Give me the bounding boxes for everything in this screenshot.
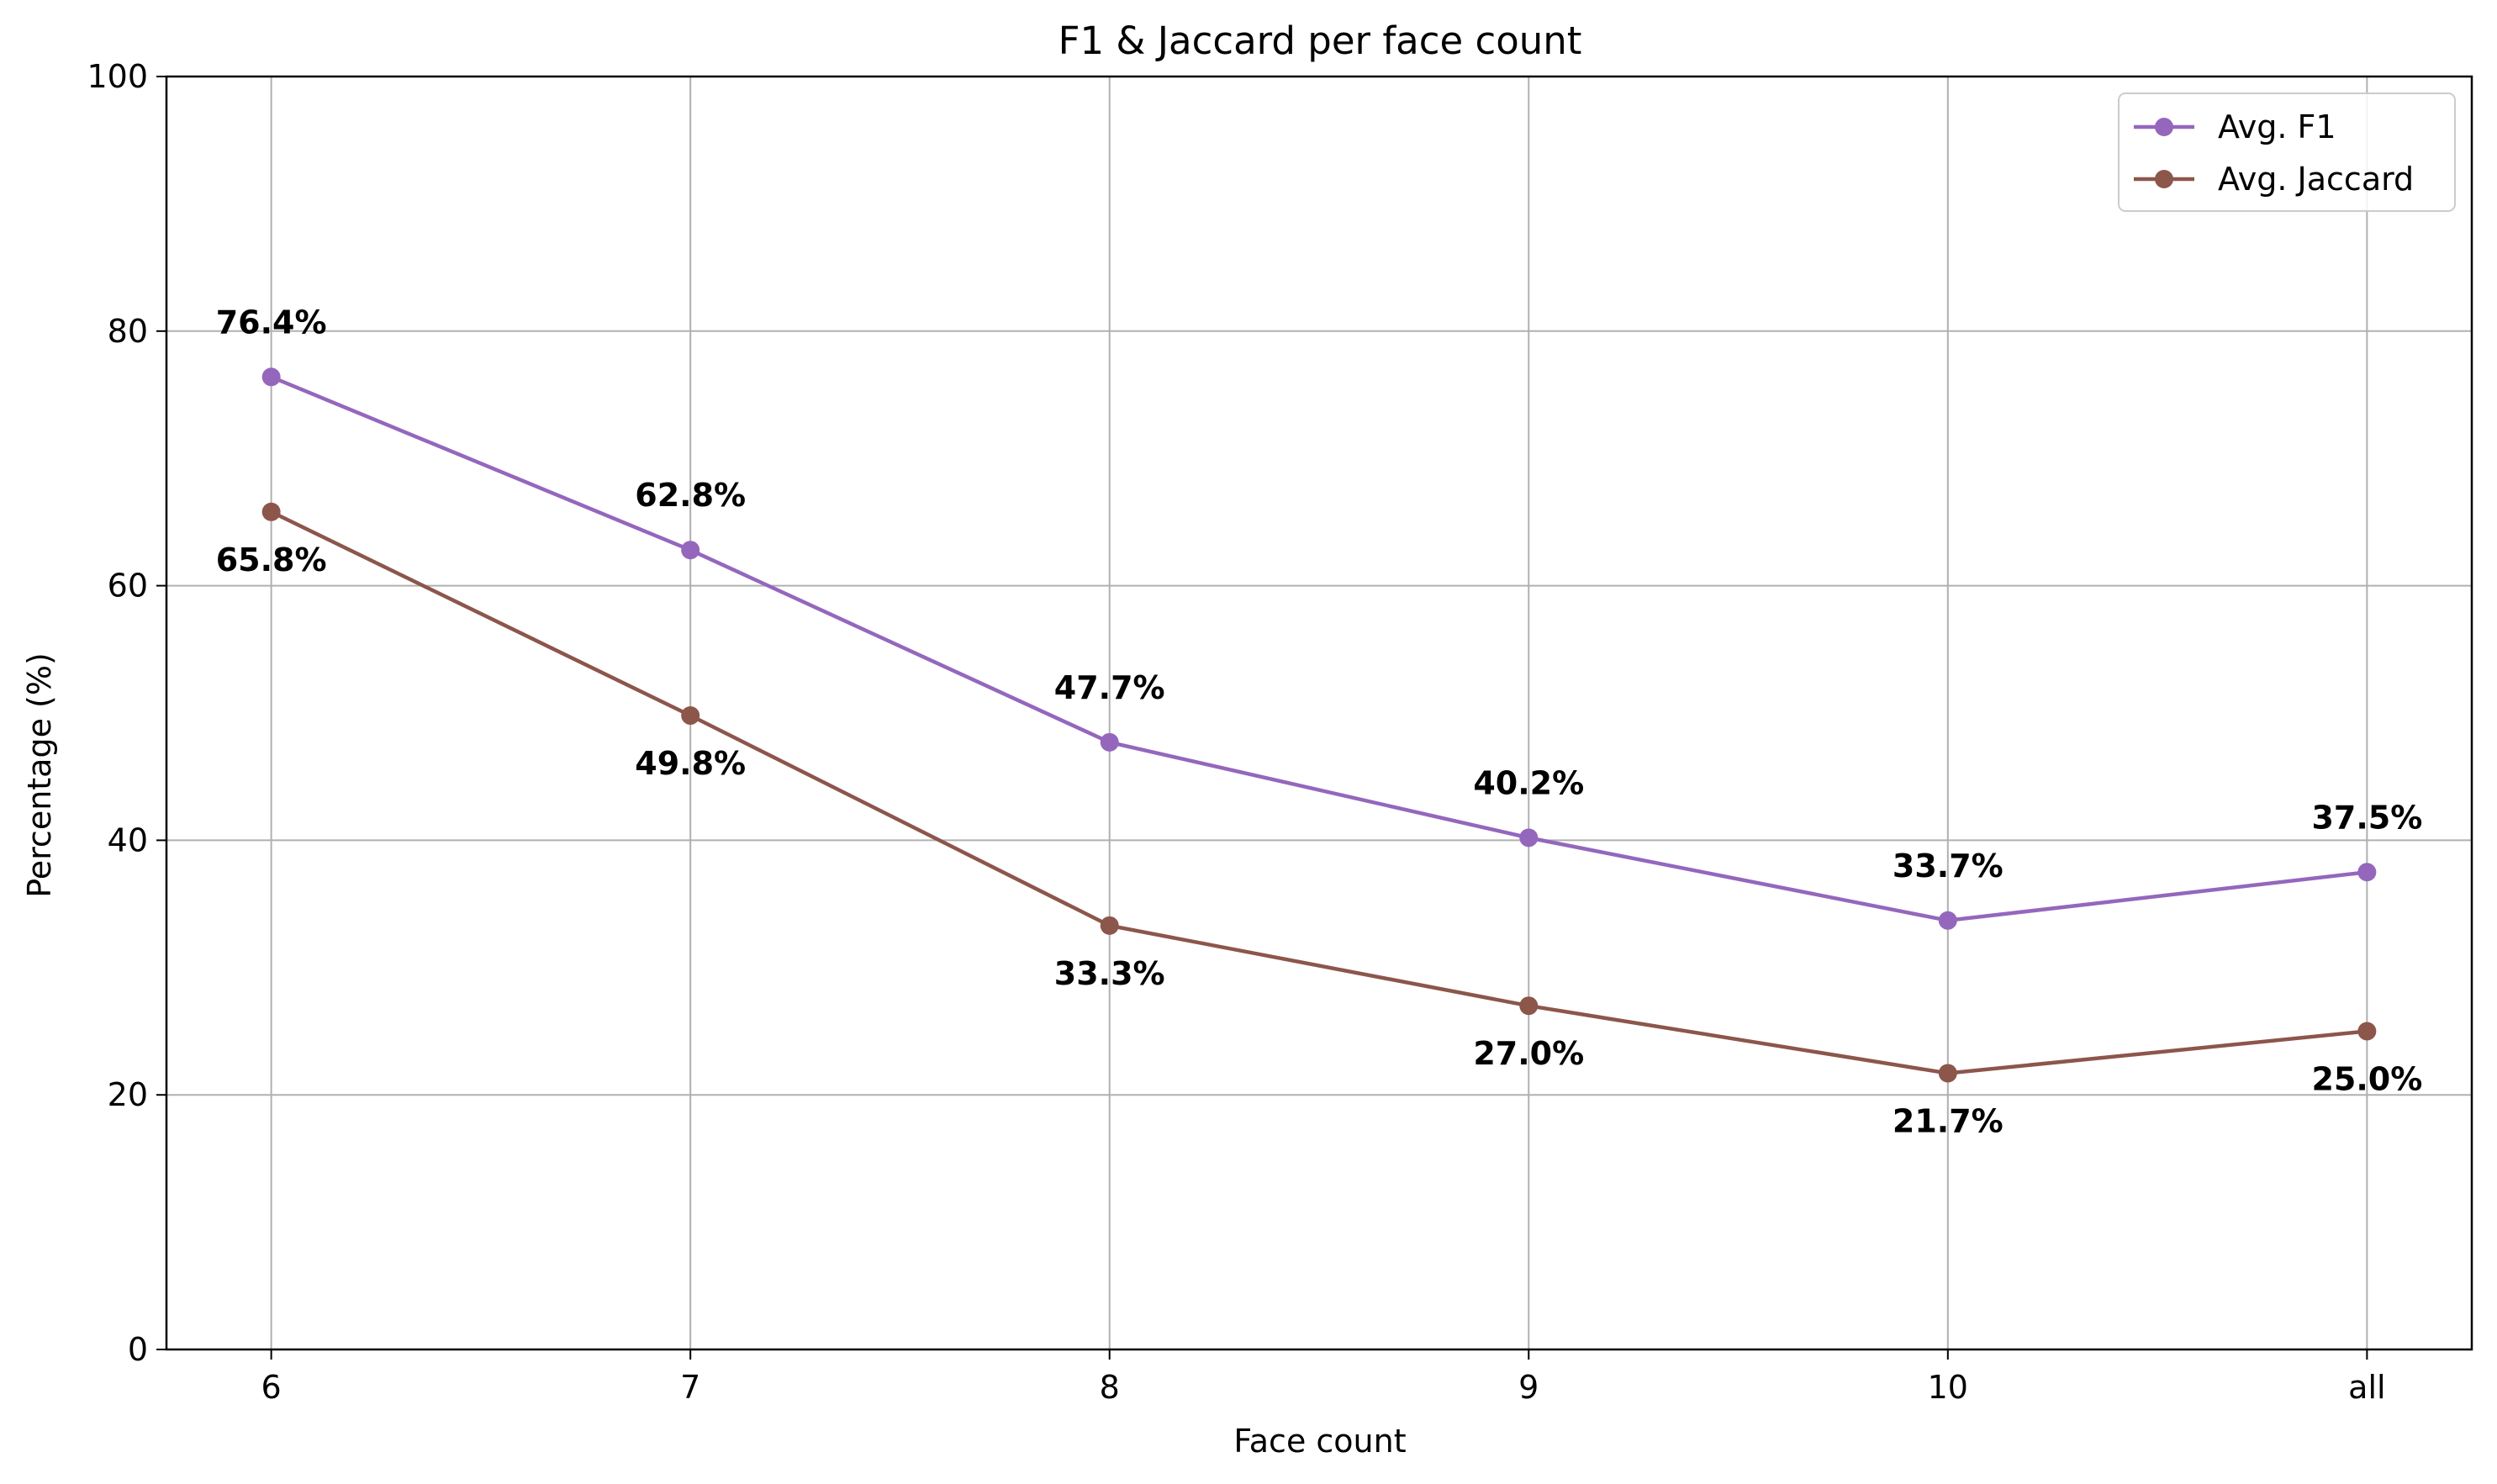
data-point-avg-f1	[681, 541, 700, 560]
data-point-avg-f1	[1519, 828, 1539, 848]
x-axis-label: Face count	[1233, 1423, 1406, 1460]
data-point-avg-jaccard	[2357, 1022, 2377, 1041]
data-labels: 76.4% 62.8% 47.7% 40.2% 33.7% 37.5% 65.8% 49.8%…	[216, 304, 2423, 1139]
x-tick-label: 9	[1518, 1369, 1539, 1406]
legend-entry-label: Avg. Jaccard	[2218, 161, 2414, 198]
legend-marker	[2155, 118, 2173, 136]
y-tick-label: 80	[108, 313, 148, 350]
data-point-avg-jaccard	[681, 706, 700, 726]
legend-box	[2118, 92, 2456, 212]
data-label-avg-f1: 47.7%	[1054, 669, 1165, 706]
data-point-avg-jaccard	[1100, 916, 1119, 935]
data-point-avg-jaccard	[261, 502, 281, 521]
series-layer	[261, 367, 2377, 1083]
data-label-avg-f1: 40.2%	[1473, 764, 1584, 801]
data-point-avg-jaccard	[1519, 996, 1539, 1016]
y-tick-label: 20	[108, 1076, 148, 1113]
y-tick-label: 0	[128, 1331, 148, 1368]
y-tick-label: 100	[87, 58, 148, 95]
plot-frame	[165, 75, 2473, 1351]
x-tick-label: 7	[680, 1369, 700, 1406]
data-point-avg-f1	[2357, 863, 2377, 882]
data-point-avg-f1	[1100, 732, 1119, 752]
data-label-avg-jaccard: 21.7%	[1893, 1102, 2003, 1139]
data-label-avg-f1: 37.5%	[2311, 799, 2422, 836]
data-label-avg-jaccard: 25.0%	[2311, 1061, 2422, 1098]
legend-marker	[2155, 170, 2173, 188]
data-label-avg-jaccard: 49.8%	[635, 745, 746, 782]
data-label-avg-jaccard: 27.0%	[1473, 1035, 1584, 1072]
data-label-avg-f1: 62.8%	[635, 477, 746, 514]
data-label-avg-f1: 76.4%	[216, 304, 327, 341]
data-point-avg-f1	[261, 367, 281, 387]
axis-ticks: 6 7 8 9 10 all 0 20 40 60 80 100	[87, 58, 2385, 1406]
x-tick-label: all	[2348, 1369, 2385, 1406]
data-label-avg-f1: 33.7%	[1893, 848, 2003, 885]
data-point-avg-jaccard	[1938, 1064, 1957, 1083]
x-tick-label: 10	[1928, 1369, 1968, 1406]
legend-entry-label: Avg. F1	[2218, 108, 2336, 145]
x-tick-label: 6	[261, 1369, 282, 1406]
y-tick-label: 60	[108, 568, 148, 605]
y-axis-label: Percentage (%)	[21, 652, 58, 898]
y-tick-label: 40	[108, 821, 148, 858]
chart-title: F1 & Jaccard per face count	[1058, 18, 1582, 63]
series-line-avg-jaccard	[270, 510, 2368, 1075]
series-line-avg-f1	[270, 375, 2368, 923]
legend: Avg. F1 Avg. Jaccard	[2118, 92, 2456, 212]
x-tick-label: 8	[1100, 1369, 1120, 1406]
data-label-avg-jaccard: 65.8%	[216, 541, 327, 578]
data-label-avg-jaccard: 33.3%	[1054, 955, 1165, 992]
data-point-avg-f1	[1938, 911, 1957, 930]
